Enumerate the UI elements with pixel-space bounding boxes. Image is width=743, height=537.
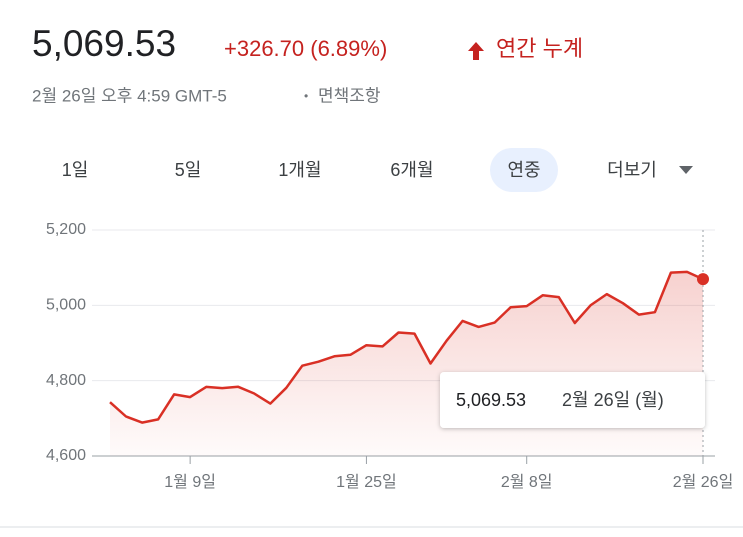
up-arrow bbox=[468, 42, 484, 60]
hover-point bbox=[697, 273, 709, 286]
price: 5,069.53 bbox=[32, 23, 176, 64]
y-tick-label: 5,000 bbox=[46, 297, 86, 314]
y-tick-label: 5,200 bbox=[46, 221, 86, 238]
tab[interactable]: 1개월 bbox=[278, 160, 321, 180]
tooltip-value: 5,069.53 bbox=[456, 390, 526, 410]
x-tick-label: 2월 8일 bbox=[501, 473, 553, 491]
tab[interactable]: 더보기 bbox=[607, 160, 657, 180]
timestamp: 2월 26일 오후 4:59 GMT-5 bbox=[32, 86, 227, 105]
y-tick-label: 4,600 bbox=[46, 447, 86, 464]
period: 연간 누계 bbox=[496, 36, 583, 61]
tab-bar: 1일 5일 1개월 6개월 연중 더보기 bbox=[62, 148, 693, 192]
x-tick-label: 1월 9일 bbox=[164, 473, 216, 491]
y-tick-label: 4,800 bbox=[46, 372, 86, 389]
plot: 4,600 4,800 5,000 5,200 1월 9일 1월 25일 2월 8일 2월 2… bbox=[46, 221, 733, 491]
tooltip-box bbox=[440, 372, 705, 428]
tab[interactable]: 연중 bbox=[507, 160, 540, 180]
tab-highlight bbox=[490, 148, 558, 192]
price-line bbox=[109, 270, 704, 424]
separator: • bbox=[304, 89, 308, 103]
tab[interactable]: 1일 bbox=[62, 160, 89, 180]
change: +326.70 (6.89%) bbox=[224, 36, 387, 61]
tab[interactable]: 6개월 bbox=[390, 160, 433, 180]
tooltip-date: 2월 26일 (월) bbox=[562, 390, 664, 410]
tab[interactable]: 5일 bbox=[175, 160, 202, 180]
disclaimer[interactable]: 면책조항 bbox=[318, 86, 381, 105]
dropdown-arrow[interactable] bbox=[679, 166, 693, 174]
x-tick-label: 2월 26일 bbox=[673, 473, 734, 491]
x-tick-label: 1월 25일 bbox=[336, 473, 397, 491]
